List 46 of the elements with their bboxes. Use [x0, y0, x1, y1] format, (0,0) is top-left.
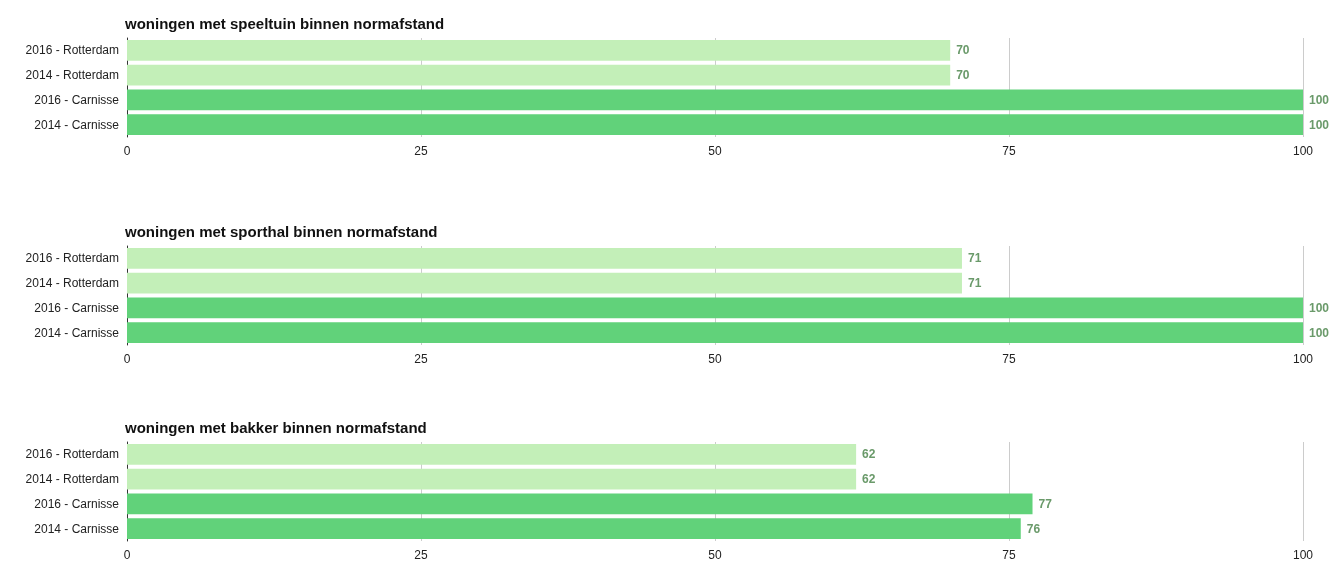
chart-title: woningen met bakker binnen normafstand — [124, 419, 427, 436]
x-tick-label: 100 — [1292, 144, 1314, 158]
data-label: 62 — [862, 447, 876, 462]
x-tick-label: 50 — [708, 548, 722, 562]
chart-title: woningen met speeltuin binnen normafstand — [124, 15, 445, 32]
data-label: 100 — [1309, 300, 1330, 315]
bar — [127, 493, 1033, 515]
y-tick-label: 2014 - Rotterdam — [25, 472, 119, 487]
x-tick-label: 75 — [1002, 352, 1016, 366]
data-label: 71 — [967, 251, 982, 266]
bar — [127, 443, 857, 465]
y-tick-label: 2014 - Carnisse — [34, 117, 120, 132]
y-tick-label: 2016 - Carnisse — [34, 496, 120, 511]
y-tick-label: 2016 - Rotterdam — [25, 447, 119, 462]
x-tick-label: 0 — [123, 144, 131, 158]
data-label: 62 — [862, 472, 876, 487]
x-tick-label: 75 — [1002, 144, 1016, 158]
y-tick-label: 2016 - Rotterdam — [25, 251, 119, 266]
x-tick-label: 50 — [708, 352, 722, 366]
data-label: 77 — [1038, 496, 1053, 511]
x-tick-label: 25 — [414, 352, 428, 366]
data-label: 70 — [956, 43, 970, 58]
data-label: 100 — [1309, 325, 1330, 340]
y-tick-label: 2014 - Carnisse — [34, 521, 120, 536]
y-tick-label: 2016 - Carnisse — [34, 300, 120, 315]
x-tick-label: 25 — [414, 548, 428, 562]
y-tick-label: 2014 - Rotterdam — [25, 276, 119, 291]
y-tick-label: 2014 - Carnisse — [34, 325, 120, 340]
x-tick-label: 100 — [1292, 548, 1314, 562]
chart-title: woningen met sporthal binnen normafstand — [124, 223, 438, 240]
data-label: 100 — [1309, 92, 1330, 107]
bar — [127, 518, 1021, 540]
x-tick-label: 50 — [708, 144, 722, 158]
y-tick-label: 2014 - Rotterdam — [25, 68, 119, 83]
data-label: 70 — [956, 68, 970, 83]
x-tick-label: 0 — [123, 352, 131, 366]
data-label: 76 — [1026, 521, 1041, 536]
y-tick-label: 2016 - Rotterdam — [25, 43, 119, 58]
x-tick-label: 0 — [123, 548, 131, 562]
data-label: 71 — [967, 276, 982, 291]
x-tick-label: 75 — [1002, 548, 1016, 562]
x-tick-label: 100 — [1292, 352, 1314, 366]
x-tick-label: 25 — [414, 144, 428, 158]
y-tick-label: 2016 - Carnisse — [34, 92, 120, 107]
data-label: 100 — [1309, 117, 1330, 132]
bar — [127, 468, 857, 490]
